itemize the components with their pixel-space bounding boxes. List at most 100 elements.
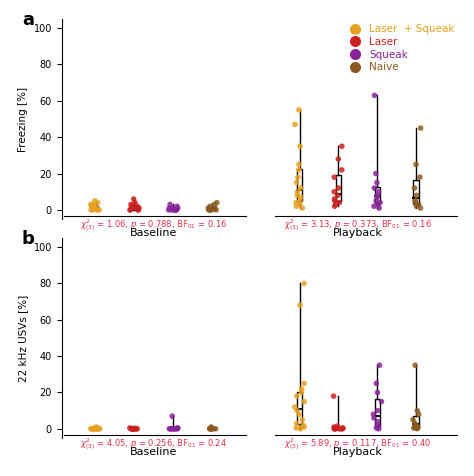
Point <box>134 206 142 214</box>
Point <box>338 425 346 433</box>
Point <box>211 200 219 208</box>
Point <box>173 425 181 433</box>
Point <box>89 202 96 210</box>
Point <box>373 197 380 205</box>
Text: $\chi^2_{(3)}$ = 4.05, $p$ = 0.256, BF$_{01}$ = 0.24: $\chi^2_{(3)}$ = 4.05, $p$ = 0.256, BF$_… <box>81 437 228 453</box>
Point <box>87 200 94 208</box>
Point <box>208 425 216 433</box>
Point <box>205 206 212 214</box>
Text: $\chi^2_{(3)}$ = 1.06, $p$ = 0.788, BF$_{01}$ = 0.16: $\chi^2_{(3)}$ = 1.06, $p$ = 0.788, BF$_… <box>80 218 228 234</box>
Point <box>173 202 181 210</box>
Point <box>330 173 338 181</box>
Point <box>209 425 217 433</box>
Point <box>171 425 179 433</box>
Point <box>413 202 420 210</box>
Point <box>293 191 301 199</box>
Point <box>133 425 140 433</box>
Text: $\chi^2_{(3)}$ = 3.13, $p$ = 0.373, BF$_{01}$ = 0.16: $\chi^2_{(3)}$ = 3.13, $p$ = 0.373, BF$_… <box>284 218 432 234</box>
Point <box>295 410 303 418</box>
Point <box>293 392 301 400</box>
Bar <box>374 399 380 426</box>
Point <box>299 421 307 429</box>
Point <box>337 425 345 433</box>
Point <box>168 425 176 433</box>
Point <box>375 423 383 431</box>
Point <box>166 200 174 208</box>
Point <box>88 202 95 210</box>
Bar <box>171 208 176 210</box>
Point <box>331 425 339 433</box>
Point <box>93 206 101 214</box>
Point <box>172 206 179 214</box>
Point <box>335 155 342 163</box>
Point <box>93 425 101 433</box>
Point <box>173 206 180 214</box>
Point <box>294 188 301 196</box>
Point <box>206 206 214 214</box>
Point <box>91 197 99 205</box>
Point <box>206 425 214 433</box>
Point <box>339 425 346 432</box>
Point <box>96 425 103 433</box>
Point <box>375 204 383 212</box>
Point <box>89 206 97 214</box>
Point <box>174 204 182 212</box>
Point <box>170 206 177 214</box>
Point <box>335 184 342 192</box>
Y-axis label: Freezing [%]: Freezing [%] <box>18 87 28 151</box>
Point <box>411 184 419 192</box>
Point <box>416 173 424 181</box>
Point <box>409 416 417 424</box>
Point <box>128 425 136 433</box>
Point <box>414 423 422 431</box>
Point <box>336 199 343 207</box>
Point <box>293 179 301 187</box>
Point <box>413 425 420 432</box>
Point <box>331 197 338 205</box>
Point <box>374 191 381 199</box>
Point <box>370 410 377 418</box>
Point <box>208 424 216 432</box>
Point <box>415 200 422 208</box>
Point <box>128 425 136 433</box>
Point <box>91 204 99 212</box>
Point <box>168 425 176 433</box>
Point <box>413 191 420 199</box>
Point <box>330 392 337 400</box>
Point <box>126 424 134 432</box>
Point <box>293 407 301 415</box>
Point <box>413 407 421 415</box>
Point <box>376 361 383 369</box>
Point <box>331 425 339 433</box>
Point <box>96 425 103 433</box>
Point <box>296 142 304 150</box>
Point <box>135 204 143 212</box>
Point <box>94 199 101 207</box>
Point <box>297 425 304 433</box>
Point <box>411 361 419 369</box>
Point <box>370 202 378 210</box>
Point <box>168 206 175 214</box>
Point <box>295 166 302 174</box>
Text: Baseline: Baseline <box>130 447 178 457</box>
Point <box>126 206 134 214</box>
Point <box>374 193 381 201</box>
Point <box>128 202 135 210</box>
Point <box>171 206 179 214</box>
Point <box>94 424 101 432</box>
Point <box>206 206 214 214</box>
Text: a: a <box>22 11 34 29</box>
Point <box>211 204 219 212</box>
Point <box>128 425 135 433</box>
Point <box>90 200 98 208</box>
Point <box>204 204 212 212</box>
Point <box>88 425 95 433</box>
Point <box>295 160 303 168</box>
Point <box>131 425 139 432</box>
Point <box>374 389 381 397</box>
Text: Playback: Playback <box>333 447 383 457</box>
Point <box>292 424 300 432</box>
Point <box>135 206 142 214</box>
Point <box>375 425 383 433</box>
Point <box>296 301 304 309</box>
